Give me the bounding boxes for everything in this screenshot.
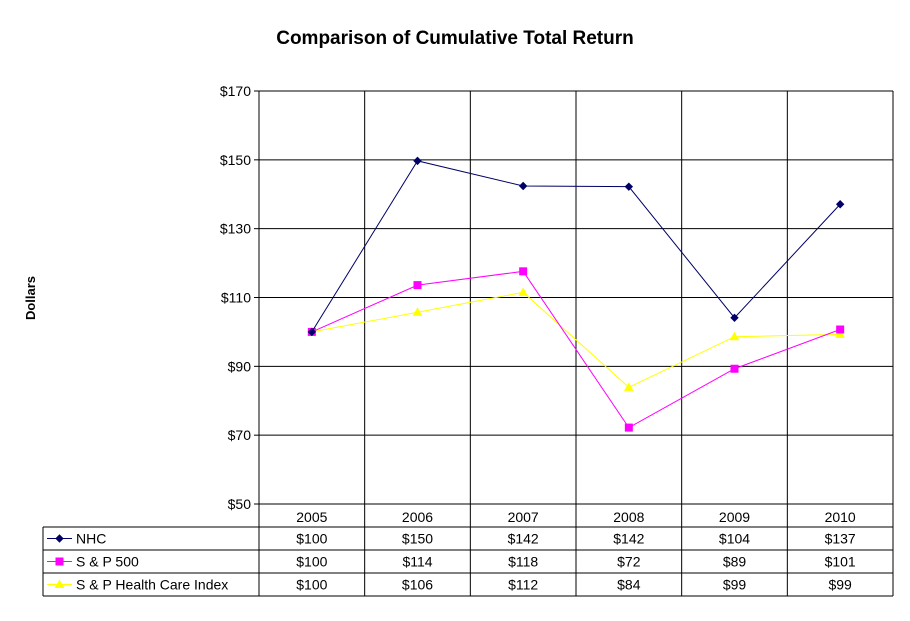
y-tick-label: $150 bbox=[220, 152, 251, 168]
x-tick-label: 2010 bbox=[825, 509, 856, 525]
data-point bbox=[623, 382, 634, 391]
data-label: $84 bbox=[617, 577, 641, 593]
y-tick-label: $130 bbox=[220, 221, 251, 237]
data-point bbox=[413, 156, 422, 166]
data-point bbox=[518, 181, 528, 191]
series-layer bbox=[306, 156, 846, 432]
data-label: $72 bbox=[617, 554, 641, 570]
data-label: $100 bbox=[296, 554, 327, 570]
series-1 bbox=[307, 267, 845, 432]
legend-label: S & P 500 bbox=[76, 554, 139, 570]
data-point bbox=[624, 423, 633, 432]
data-point bbox=[624, 182, 634, 191]
table-row: S & P Health Care Index $100 $106 $112 $84 $9… bbox=[47, 577, 852, 593]
chart-title: Comparison of Cumulative Total Return bbox=[276, 28, 634, 49]
x-tick-label: 2007 bbox=[508, 509, 539, 525]
data-point bbox=[730, 364, 739, 373]
series-line bbox=[311, 291, 841, 388]
legend-marker bbox=[55, 534, 64, 543]
data-point bbox=[519, 267, 528, 276]
data-point bbox=[729, 331, 740, 341]
table-row: NHC $100 $150 $142 $142 $104 $137 bbox=[47, 531, 856, 547]
x-tick-label: 2008 bbox=[613, 509, 644, 525]
legend-label: NHC bbox=[76, 531, 106, 547]
data-label: $112 bbox=[508, 577, 538, 593]
y-tick-labels: $50 $70 $90 $110 $130 $150 $170 bbox=[220, 83, 251, 512]
data-label: $89 bbox=[723, 554, 747, 570]
data-point bbox=[730, 313, 739, 323]
data-label: $100 bbox=[296, 531, 327, 547]
data-table: 2005 2006 2007 2008 2009 2010 NHC $100 $150 $142 $… bbox=[42, 509, 893, 597]
y-tick-label: $50 bbox=[228, 496, 252, 512]
data-label: $99 bbox=[723, 577, 747, 593]
data-point bbox=[836, 325, 845, 334]
data-label: $137 bbox=[825, 531, 856, 547]
y-axis-label: Dollars bbox=[23, 276, 38, 320]
grid-layer bbox=[254, 90, 894, 596]
data-label: $142 bbox=[508, 531, 539, 547]
x-tick-label: 2009 bbox=[719, 509, 750, 525]
data-label: $118 bbox=[508, 554, 538, 570]
data-label: $114 bbox=[402, 554, 432, 570]
legend-label: S & P Health Care Index bbox=[76, 577, 228, 593]
data-point bbox=[835, 329, 846, 338]
series-line bbox=[311, 160, 841, 333]
x-tick-label: 2005 bbox=[296, 509, 327, 525]
data-label: $106 bbox=[402, 577, 433, 593]
data-point bbox=[835, 200, 845, 209]
data-point bbox=[307, 327, 317, 337]
table-row: S & P 500 $100 $114 $118 $72 $89 $101 bbox=[47, 554, 856, 570]
y-tick-label: $170 bbox=[220, 83, 251, 99]
data-label: $101 bbox=[825, 554, 856, 570]
data-label: $99 bbox=[828, 577, 852, 593]
data-label: $104 bbox=[719, 531, 750, 547]
data-label: $150 bbox=[402, 531, 433, 547]
data-point bbox=[412, 307, 423, 316]
legend-marker bbox=[55, 557, 64, 566]
series-line bbox=[311, 270, 841, 429]
x-tick-label: 2006 bbox=[402, 509, 433, 525]
data-point bbox=[413, 281, 422, 290]
legend-marker bbox=[54, 579, 65, 588]
y-tick-label: $70 bbox=[228, 427, 252, 443]
y-tick-label: $110 bbox=[221, 290, 251, 306]
y-tick-label: $90 bbox=[228, 358, 252, 374]
data-label: $142 bbox=[613, 531, 644, 547]
data-point bbox=[518, 287, 529, 296]
series-0 bbox=[307, 156, 845, 337]
data-label: $100 bbox=[296, 577, 327, 593]
